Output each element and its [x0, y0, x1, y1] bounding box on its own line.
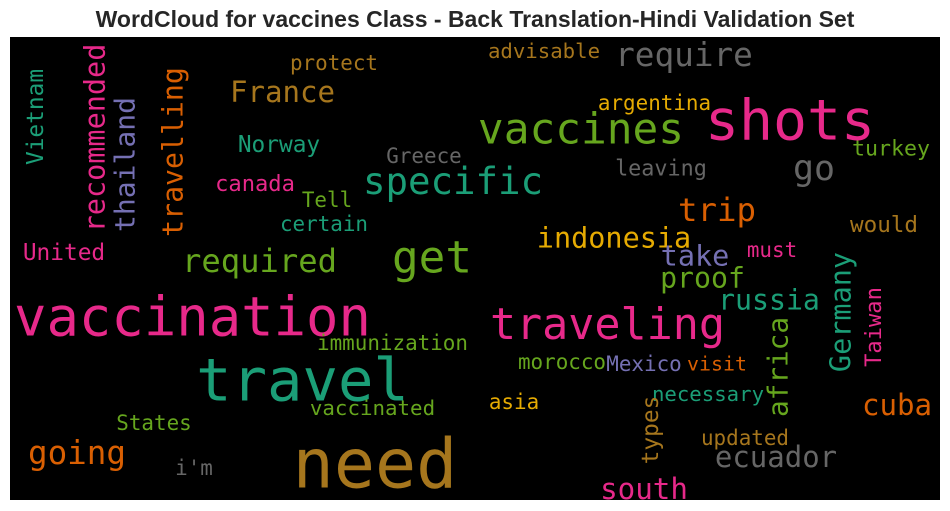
wordcloud-canvas: need vaccination travel shots vaccines travel… [10, 37, 940, 500]
word-i-m: i'm [175, 456, 213, 480]
word-tell: Tell [302, 188, 352, 212]
word-visit: visit [687, 353, 747, 376]
word-france: France [230, 75, 335, 109]
word-germany: Germany [825, 252, 858, 372]
word-argentina: argentina [598, 91, 711, 115]
word-require: require [615, 37, 753, 74]
word-russia: russia [718, 284, 820, 317]
word-africa: africa [762, 317, 795, 417]
word-thailand: thailand [109, 97, 142, 232]
word-morocco: morocco [518, 350, 606, 374]
word-canada: canada [215, 171, 295, 197]
word-go: go [793, 149, 835, 189]
word-traveling: traveling [490, 300, 725, 350]
word-would: would [850, 212, 918, 238]
word-asia: asia [489, 390, 539, 414]
chart-title: WordCloud for vaccines Class - Back Tran… [0, 4, 950, 34]
word-necessary: necessary [652, 382, 764, 406]
word-taiwan: Taiwan [861, 287, 887, 367]
word-norway: Norway [238, 132, 320, 158]
word-greece: Greece [386, 144, 461, 168]
word-take: take [661, 240, 730, 273]
word-mexico: Mexico [606, 352, 681, 376]
word-going: going [28, 434, 126, 472]
word-cuba: cuba [862, 388, 932, 422]
word-vietnam: Vietnam [23, 69, 49, 165]
word-updated: updated [701, 426, 789, 450]
word-advisable: advisable [488, 39, 600, 63]
word-required: required [182, 242, 337, 280]
word-get: get [392, 233, 472, 284]
word-vaccinated: vaccinated [310, 396, 435, 420]
word-travelling: travelling [157, 67, 190, 237]
word-immunization: immunization [317, 331, 468, 355]
word-south: south [600, 472, 688, 500]
word-leaving: leaving [615, 157, 707, 182]
word-certain: certain [280, 212, 368, 236]
word-must: must [747, 238, 797, 262]
word-states: States [116, 411, 191, 435]
word-need: need [293, 426, 458, 501]
word-shots: shots [705, 89, 875, 154]
word-turkey: turkey [852, 137, 930, 162]
word-protect: protect [290, 51, 378, 75]
word-recommended: recommended [79, 44, 112, 233]
word-types: types [638, 396, 664, 465]
word-united: United [23, 240, 105, 266]
wordcloud-svg: needvaccinationtravelshotsvaccinestravel… [10, 37, 940, 500]
